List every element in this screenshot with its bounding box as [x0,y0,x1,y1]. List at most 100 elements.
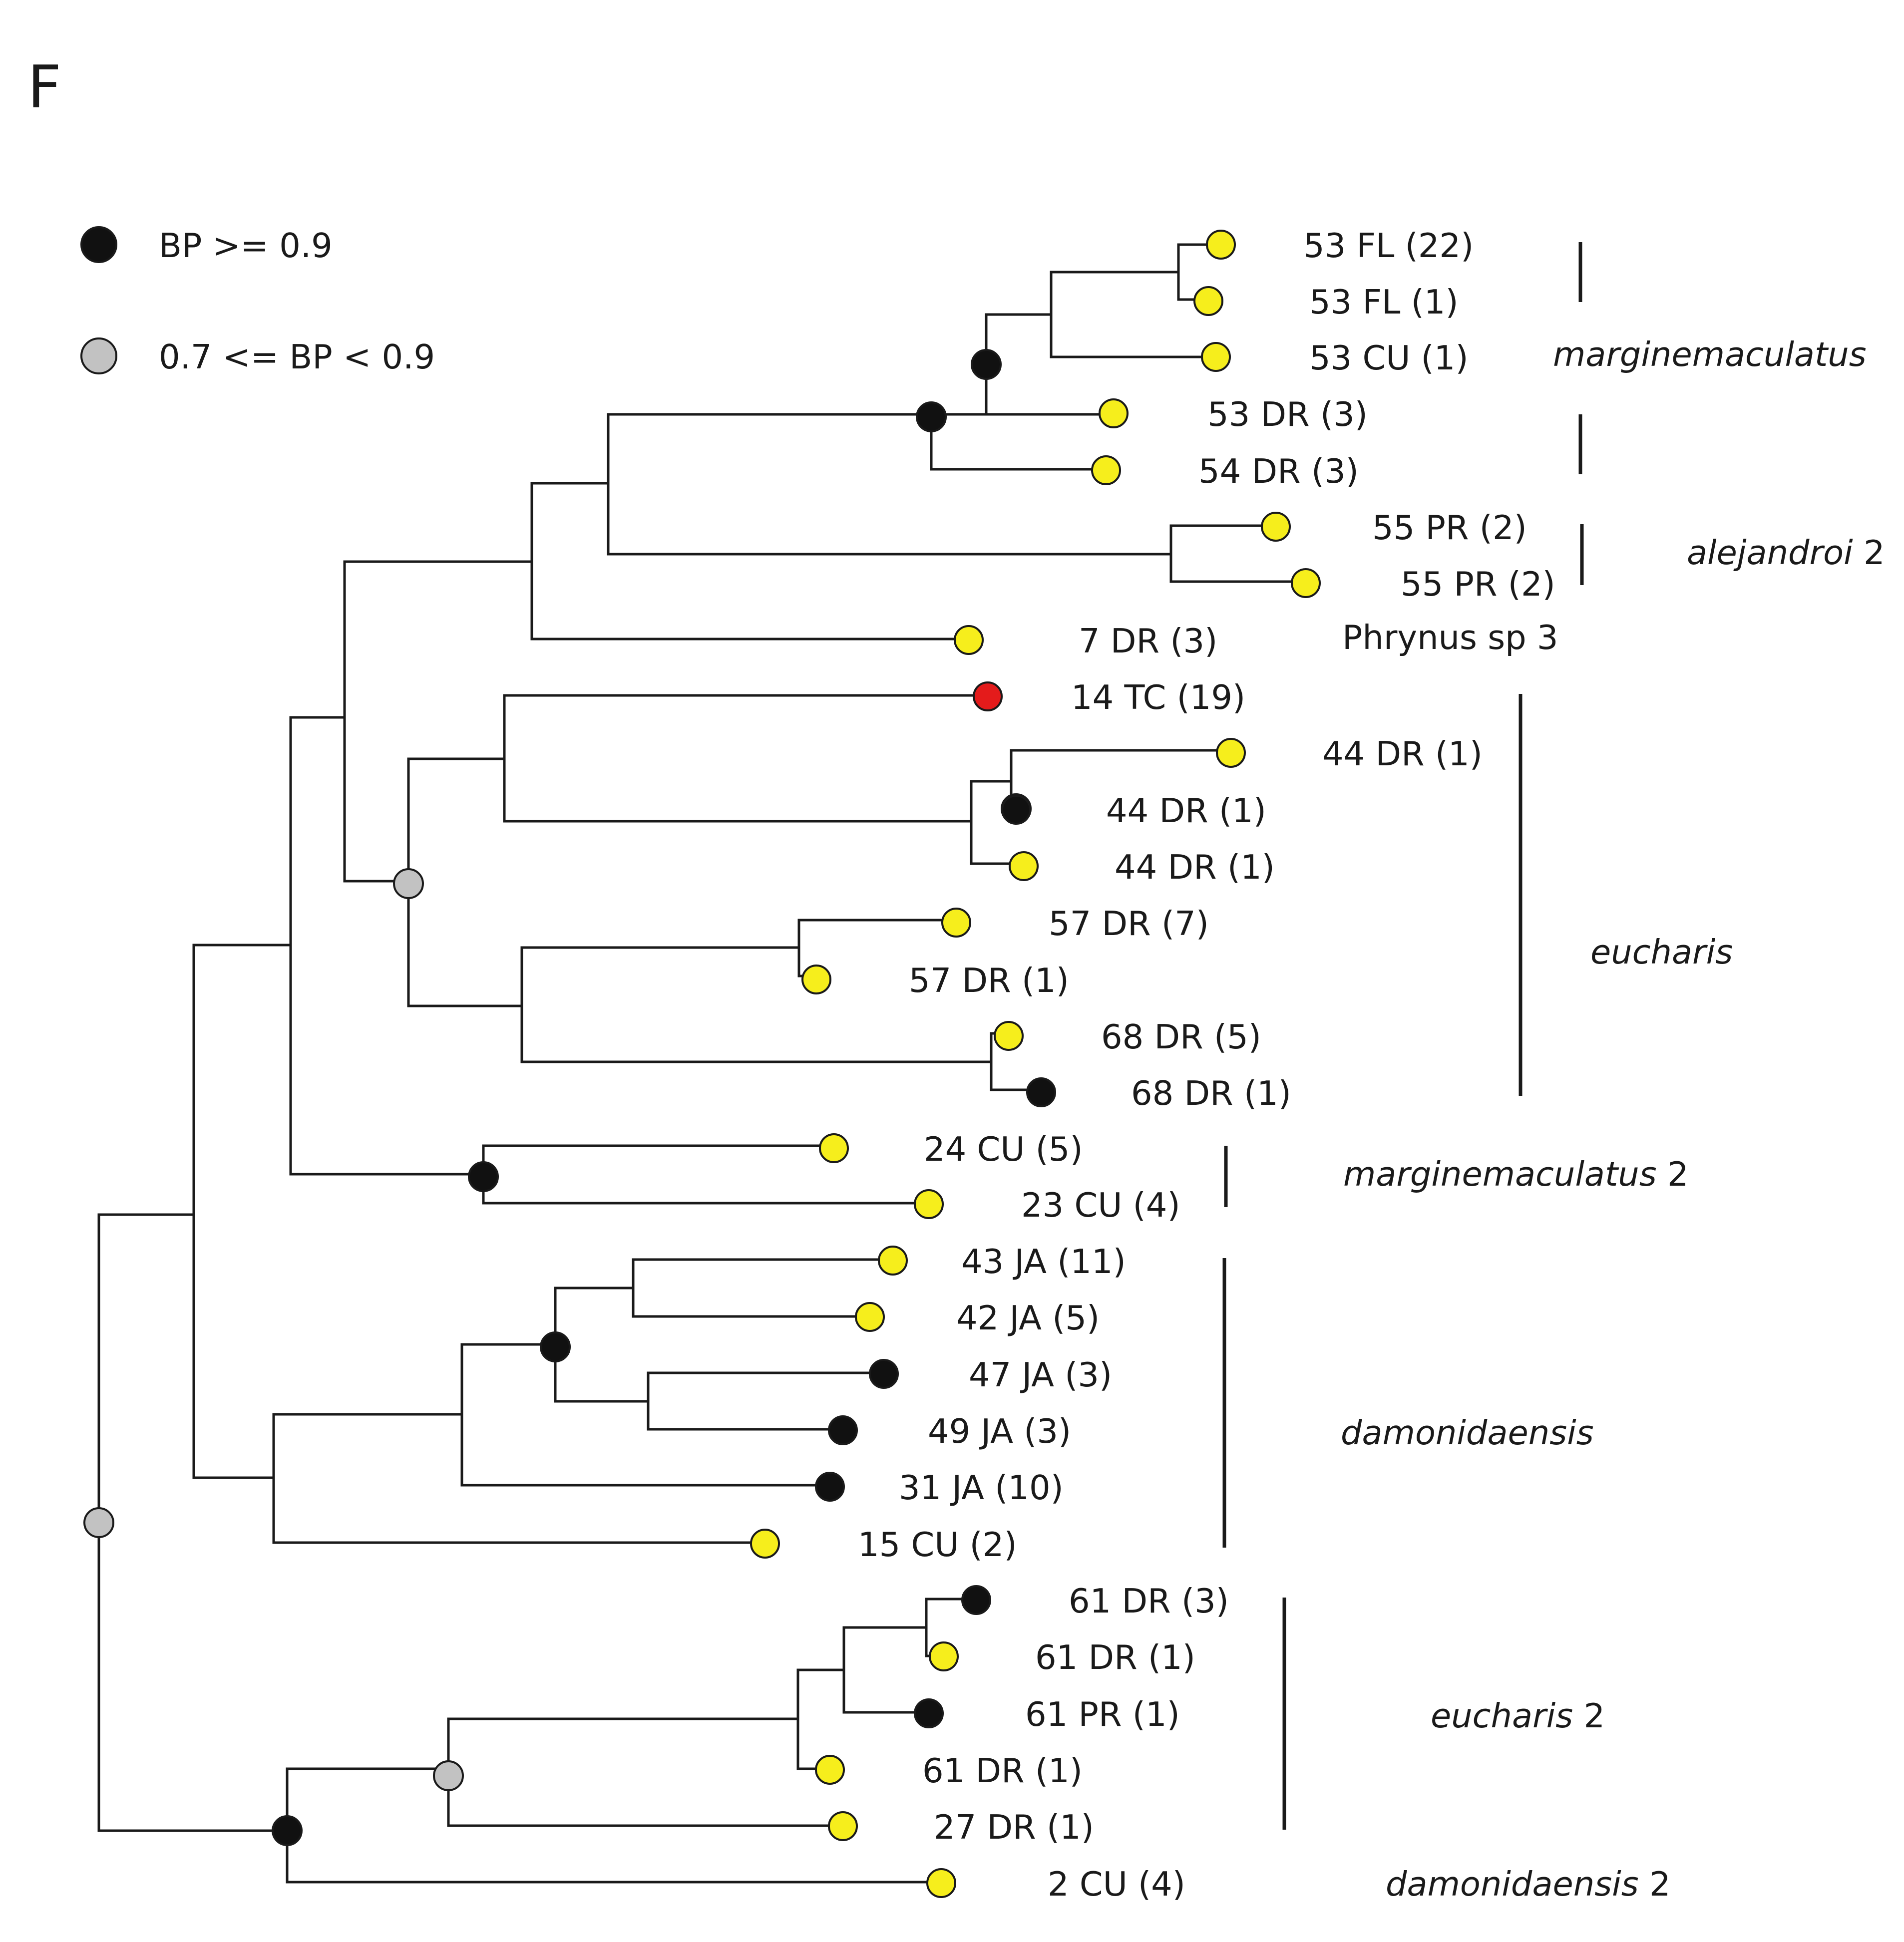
tree-branches [97,243,1307,1884]
clade-labels: marginemaculatus alejandroi 2 eucharis m… [1341,335,1885,1904]
support-node-gray [83,1507,114,1538]
legend: BP >= 0.9 0.7 <= BP < 0.9 [80,226,435,376]
tip-marker [1193,286,1223,316]
tip-marker [1026,1077,1056,1107]
tip-marker [819,1133,849,1163]
tip-marker [994,1021,1024,1051]
clade-label-alejandroi-2: alejandroi 2 [1687,533,1885,572]
tip-marker [869,1359,899,1389]
tip-label: 54 DR (3) [1198,452,1359,491]
clade-name: marginemaculatus [1343,1155,1657,1194]
legend-black-node-icon [80,226,117,263]
clade-label-eucharis-2: eucharis 2 [1431,1696,1605,1735]
tip-marker [815,1755,845,1785]
tip-label: 53 CU (1) [1309,338,1469,377]
tip-marker [750,1529,780,1559]
tip-marker [914,1189,944,1219]
tip-label: 47 JA (3) [969,1355,1112,1394]
legend-label-moderate-support: 0.7 <= BP < 0.9 [159,337,435,376]
panel-label: F [27,52,61,121]
tip-marker [926,1868,956,1898]
tip-marker [914,1698,944,1728]
clade-label-damonidaensis-2: damonidaensis 2 [1386,1865,1671,1904]
tip-label: 61 DR (1) [1035,1638,1195,1677]
clade-label-eucharis: eucharis [1590,933,1733,971]
tip-label: 31 JA (10) [899,1468,1064,1507]
tip-marker [1091,455,1121,485]
support-nodes [83,349,1032,1846]
legend-label-high-support: BP >= 0.9 [159,226,333,265]
tip-marker [1201,342,1231,372]
tip-marker [961,1585,991,1615]
tip-marker [954,625,984,655]
tip-marker [1216,738,1246,768]
tip-label: 68 DR (1) [1131,1074,1291,1113]
clade-name: damonidaensis [1341,1413,1594,1452]
support-node-black [540,1331,571,1362]
support-node-gray [393,868,424,899]
tip-marker [941,908,971,938]
support-node-black [916,401,947,432]
clade-name: alejandroi [1687,533,1853,572]
tip-label: 61 DR (3) [1069,1582,1229,1620]
clade-name: marginemaculatus [1553,335,1867,374]
tip-label: 43 JA (11) [961,1242,1126,1281]
tip-label: 55 PR (2) [1401,565,1555,604]
tip-label: 61 PR (1) [1025,1695,1180,1734]
tip-label: 7 DR (3) [1079,622,1217,660]
clade-label-marginemaculatus: marginemaculatus [1553,335,1867,374]
clade-label-marginemaculatus-2: marginemaculatus 2 [1343,1155,1689,1194]
tip-label: 27 DR (1) [934,1808,1094,1847]
support-node-gray [433,1760,464,1791]
clade-bars [1222,242,1584,1830]
clade-suffix: 2 [1667,1155,1689,1194]
clade-suffix: 2 [1864,533,1885,572]
tip-marker [1261,512,1291,542]
tip-label: 44 DR (1) [1106,791,1266,830]
tip-label: 14 TC (19) [1071,678,1245,717]
tip-label: 57 DR (1) [909,961,1069,1000]
tip-label: 24 CU (5) [924,1130,1083,1169]
clade-name: damonidaensis [1386,1865,1639,1904]
clade-suffix: 2 [1583,1696,1605,1735]
tip-marker [1001,795,1031,825]
tip-label: 2 CU (4) [1048,1865,1185,1904]
tip-marker [828,1415,858,1445]
tip-label: 53 DR (3) [1207,395,1368,434]
tip-label: 44 DR (1) [1322,734,1483,773]
support-node-black [971,349,1002,380]
tip-marker [929,1641,959,1671]
tip-markers [750,230,1321,1898]
tip-marker [801,965,831,994]
tip-label: 53 FL (1) [1309,283,1459,322]
legend-gray-node-icon [80,337,117,374]
tip-marker [1291,568,1321,598]
tip-marker [855,1302,885,1332]
tip-label: 49 JA (3) [928,1412,1071,1451]
tip-label: 23 CU (4) [1021,1186,1180,1225]
tip-marker [1009,851,1039,881]
clade-label-damonidaensis: damonidaensis [1341,1413,1594,1452]
tip-label: 15 CU (2) [858,1525,1017,1564]
tip-label: 42 JA (5) [956,1298,1100,1337]
support-node-black [468,1161,499,1192]
tip-label: 61 DR (1) [922,1751,1083,1790]
tip-label: 53 FL (22) [1303,226,1474,265]
tip-marker [828,1811,858,1841]
tip-label: 44 DR (1) [1115,848,1275,887]
clade-suffix: 2 [1649,1865,1671,1904]
tip-labels: 53 FL (22) 53 FL (1) 53 CU (1) 53 DR (3)… [858,226,1555,1904]
clade-name: eucharis [1431,1696,1573,1735]
tip-marker [1099,398,1129,428]
tip-marker [973,681,1003,711]
tip-label: 68 DR (5) [1101,1017,1261,1056]
tip-marker [878,1246,908,1276]
clade-name: eucharis [1590,933,1733,971]
support-node-black [272,1815,303,1846]
tip-label: 57 DR (7) [1049,904,1209,943]
tip-marker [1206,230,1236,260]
tip-label: 55 PR (2) [1372,508,1527,547]
tip-marker [815,1472,845,1502]
phrynus-sp3-label: Phrynus sp 3 [1342,618,1558,657]
